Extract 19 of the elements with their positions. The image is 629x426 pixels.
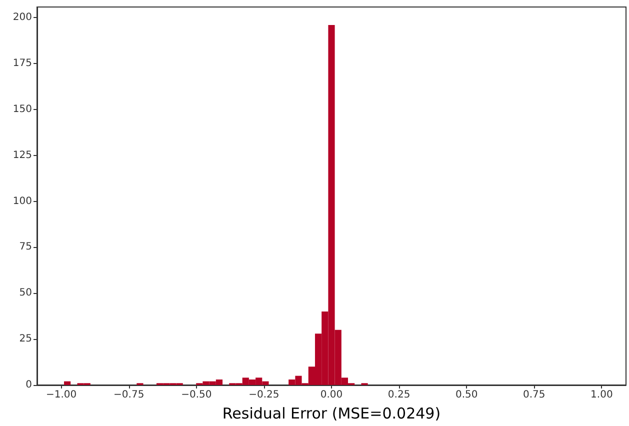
x-tick-label: 0.75 — [523, 390, 546, 400]
y-tick-label: 150 — [12, 104, 32, 115]
y-tick-label: 0 — [26, 380, 32, 390]
x-axis-title: Residual Error (MSE=0.0249) — [222, 404, 441, 422]
y-tick-label: 50 — [19, 288, 32, 299]
y-tick-label: 25 — [19, 334, 32, 345]
y-tick-label: 200 — [12, 12, 32, 24]
x-tick-label: −0.75 — [114, 390, 144, 400]
x-tick-label: −1.00 — [46, 390, 77, 400]
x-tick-label: 0.50 — [455, 390, 478, 400]
x-tick-label: 0.00 — [320, 390, 343, 400]
x-tick-label: 0.25 — [388, 390, 410, 400]
x-tick-label: 1.00 — [590, 390, 613, 400]
y-tick-label: 125 — [12, 150, 32, 161]
y-tick-label: 175 — [12, 58, 32, 70]
y-tick-label: 75 — [19, 242, 32, 253]
x-tick-label: −0.25 — [248, 390, 280, 400]
y-tick-label: 100 — [12, 196, 32, 207]
x-tick-label: −0.50 — [181, 390, 212, 400]
